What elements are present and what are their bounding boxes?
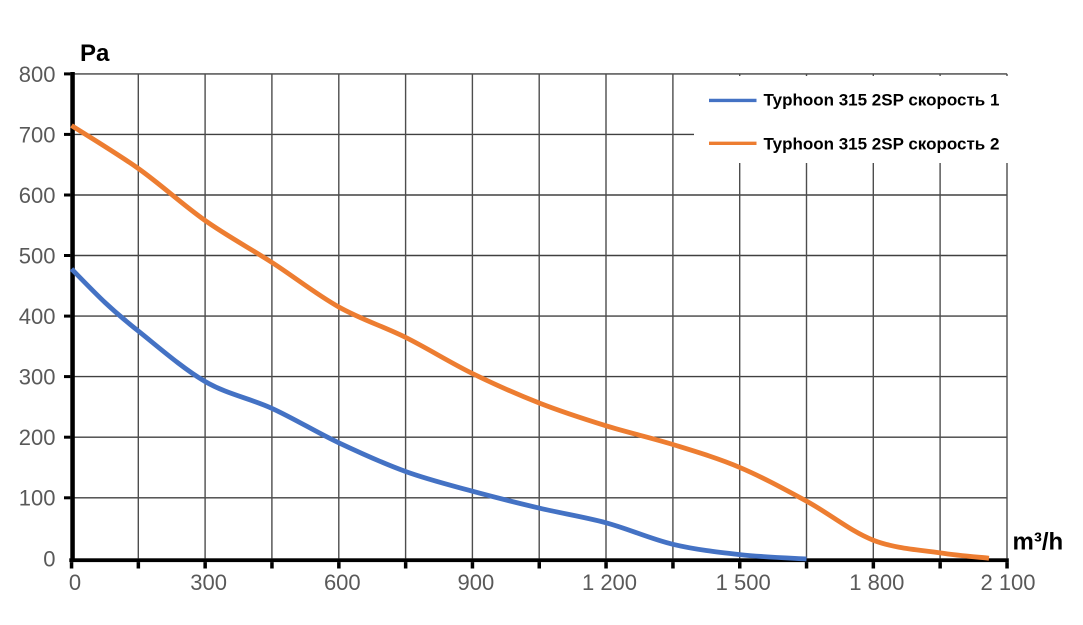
svg-text:1 800: 1 800	[849, 570, 904, 595]
svg-text:Typhoon 315 2SP скорость 1: Typhoon 315 2SP скорость 1	[764, 91, 1000, 110]
svg-text:800: 800	[19, 62, 56, 87]
svg-text:1 500: 1 500	[716, 570, 771, 595]
svg-text:700: 700	[19, 122, 56, 147]
svg-text:300: 300	[19, 365, 56, 390]
svg-text:Typhoon 315 2SP скорость 2: Typhoon 315 2SP скорость 2	[764, 135, 1000, 154]
svg-text:m³/h: m³/h	[1013, 529, 1064, 556]
svg-text:0: 0	[69, 570, 81, 595]
svg-text:300: 300	[190, 570, 227, 595]
svg-text:900: 900	[458, 570, 495, 595]
svg-text:400: 400	[19, 304, 56, 329]
svg-text:500: 500	[19, 243, 56, 268]
svg-text:0: 0	[43, 546, 55, 571]
svg-text:200: 200	[19, 425, 56, 450]
svg-text:2 100: 2 100	[980, 570, 1035, 595]
svg-text:Pa: Pa	[80, 40, 110, 67]
svg-text:600: 600	[19, 183, 56, 208]
svg-text:1 200: 1 200	[582, 570, 637, 595]
svg-text:100: 100	[19, 486, 56, 511]
svg-text:600: 600	[324, 570, 361, 595]
